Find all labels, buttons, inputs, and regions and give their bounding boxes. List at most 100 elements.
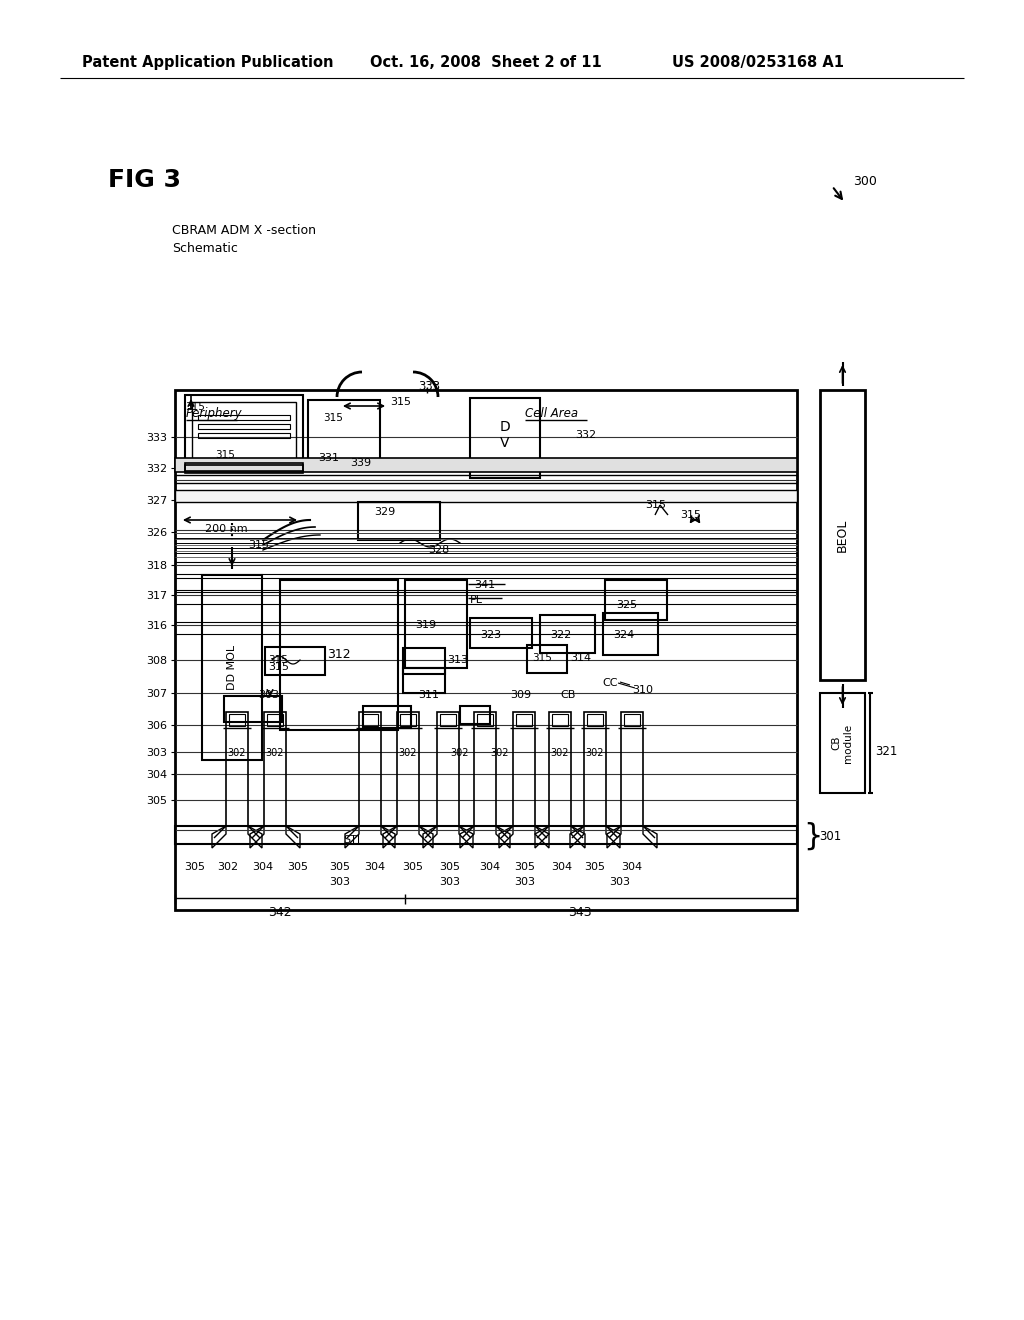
Text: FIG 3: FIG 3 — [108, 168, 181, 191]
Bar — [175, 490, 797, 502]
Text: 313: 313 — [447, 655, 468, 665]
Text: 322: 322 — [550, 630, 571, 640]
Text: 315: 315 — [532, 653, 552, 663]
Bar — [624, 714, 640, 726]
Text: 319: 319 — [415, 620, 436, 630]
Text: 302: 302 — [451, 748, 469, 758]
Text: 303: 303 — [514, 876, 536, 887]
Text: 331: 331 — [318, 453, 339, 463]
Text: 304: 304 — [622, 862, 643, 873]
Text: 300: 300 — [853, 176, 877, 187]
Bar — [477, 714, 493, 726]
Text: 311: 311 — [418, 690, 439, 700]
Text: 316: 316 — [146, 620, 167, 631]
Bar — [362, 706, 411, 729]
Bar — [175, 622, 797, 634]
Text: 315: 315 — [215, 450, 234, 459]
Text: 303: 303 — [146, 748, 167, 758]
Bar — [549, 711, 571, 826]
Text: 310: 310 — [632, 685, 653, 696]
Bar — [185, 465, 303, 473]
Text: 312: 312 — [328, 648, 351, 661]
Bar — [202, 576, 262, 760]
Bar — [400, 714, 416, 726]
Text: 326: 326 — [145, 528, 167, 539]
Text: 301: 301 — [819, 829, 842, 842]
Text: 329: 329 — [374, 507, 395, 517]
Text: 308: 308 — [145, 656, 167, 667]
Bar — [540, 615, 595, 653]
Text: 304: 304 — [145, 770, 167, 780]
Bar — [584, 711, 606, 826]
Bar — [820, 693, 865, 793]
Text: 302: 302 — [217, 862, 239, 873]
Bar — [474, 711, 496, 826]
Text: 303: 303 — [609, 876, 631, 887]
Text: CC: CC — [602, 678, 617, 688]
Text: DD MOL: DD MOL — [227, 645, 237, 690]
Bar — [362, 714, 378, 726]
Text: 303: 303 — [439, 876, 461, 887]
Bar — [397, 711, 419, 826]
Text: 302: 302 — [490, 748, 509, 758]
Text: 332: 332 — [145, 465, 167, 474]
Text: 305: 305 — [439, 862, 461, 873]
Bar — [437, 711, 459, 826]
Bar — [265, 647, 325, 675]
Text: Schematic: Schematic — [172, 242, 238, 255]
Text: 305: 305 — [514, 862, 536, 873]
Text: 302: 302 — [266, 748, 285, 758]
Bar — [516, 714, 532, 726]
Text: 307: 307 — [145, 689, 167, 700]
Bar — [470, 618, 532, 648]
Text: 317: 317 — [145, 591, 167, 601]
Text: STI: STI — [343, 836, 360, 845]
Text: 302: 302 — [551, 748, 569, 758]
Bar — [527, 645, 567, 673]
Text: 343: 343 — [568, 906, 592, 919]
Text: 302: 302 — [586, 748, 604, 758]
Text: 305: 305 — [402, 862, 424, 873]
Text: 327: 327 — [145, 496, 167, 506]
Text: 325: 325 — [616, 601, 637, 610]
Bar — [470, 399, 540, 478]
Text: 302: 302 — [227, 748, 246, 758]
Text: 315: 315 — [390, 397, 411, 407]
Bar — [280, 579, 398, 730]
Bar — [308, 400, 380, 469]
Text: 342: 342 — [268, 906, 292, 919]
Bar — [621, 711, 643, 826]
Bar — [226, 711, 248, 826]
Bar — [587, 714, 603, 726]
Text: 302: 302 — [398, 748, 417, 758]
Text: 315: 315 — [323, 413, 343, 422]
Text: 315: 315 — [185, 403, 205, 412]
Bar — [403, 668, 445, 693]
Bar — [605, 579, 667, 620]
Text: 315: 315 — [248, 540, 269, 550]
Bar — [264, 711, 286, 826]
Text: 328: 328 — [428, 545, 450, 554]
Bar — [175, 826, 797, 843]
Bar — [198, 424, 290, 429]
Bar — [552, 714, 568, 726]
Bar — [358, 502, 440, 540]
Bar — [229, 714, 245, 726]
Bar — [198, 414, 290, 420]
Text: Cell Area: Cell Area — [525, 407, 579, 420]
Text: }: } — [803, 821, 822, 850]
Bar — [603, 612, 658, 655]
Text: Oct. 16, 2008  Sheet 2 of 11: Oct. 16, 2008 Sheet 2 of 11 — [370, 55, 602, 70]
Text: 339: 339 — [350, 458, 371, 469]
Text: 315: 315 — [645, 500, 666, 510]
Text: 304: 304 — [253, 862, 273, 873]
Text: CBRAM ADM X -section: CBRAM ADM X -section — [172, 224, 316, 238]
Text: 305: 305 — [146, 796, 167, 807]
Bar — [193, 403, 296, 463]
Text: 318: 318 — [145, 561, 167, 572]
Text: 304: 304 — [365, 862, 386, 873]
Bar — [175, 389, 797, 909]
Bar — [198, 433, 290, 438]
Bar — [175, 458, 797, 473]
Text: PL: PL — [470, 595, 483, 605]
